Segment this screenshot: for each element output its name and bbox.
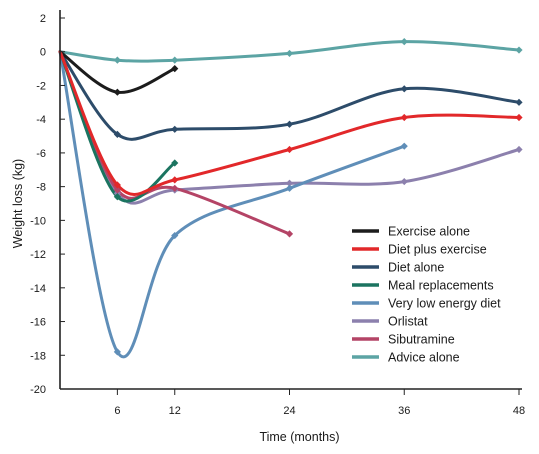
- y-tick-label: -20: [30, 384, 46, 396]
- series-lines: [58, 40, 521, 359]
- y-tick-label: -16: [30, 317, 46, 329]
- data-point-orlistat: [400, 177, 408, 186]
- data-point-diet-alone: [171, 125, 179, 133]
- x-tick-label: 12: [169, 405, 181, 417]
- data-point-diet-plus-exercise: [285, 145, 294, 154]
- y-tick-label: -10: [30, 215, 46, 227]
- data-point-meal-replacements: [113, 193, 121, 201]
- legend-label-sibutramine: Sibutramine: [388, 333, 455, 347]
- y-tick-label: -12: [30, 249, 46, 261]
- data-point-diet-alone: [285, 120, 294, 128]
- x-tick-label: 36: [398, 405, 410, 417]
- series-markers: [113, 38, 523, 356]
- y-tick-label: -2: [36, 80, 46, 92]
- series-line-diet-plus-exercise: [58, 50, 521, 196]
- x-tick-label: 6: [114, 405, 120, 417]
- data-point-diet-plus-exercise: [515, 113, 523, 122]
- x-tick-label: 24: [283, 405, 295, 417]
- x-tick-label: 48: [513, 405, 525, 417]
- y-tick-label: -4: [36, 114, 46, 126]
- x-axis-title: Time (months): [259, 430, 339, 444]
- data-point-exercise-alone: [113, 88, 121, 96]
- data-point-exercise-alone: [171, 64, 179, 73]
- data-point-diet-plus-exercise: [400, 113, 408, 122]
- legend-label-orlistat: Orlistat: [388, 315, 428, 329]
- data-point-sibutramine: [285, 230, 294, 238]
- y-tick-label: -6: [36, 148, 46, 160]
- data-point-orlistat: [515, 145, 523, 154]
- legend-label-diet-alone: Diet alone: [388, 261, 444, 275]
- legend-label-advice-alone: Advice alone: [388, 351, 460, 365]
- y-axis-title: Weight loss (kg): [11, 159, 25, 248]
- legend: Exercise alone Diet plus exercise Diet alo…: [352, 225, 501, 365]
- data-point-very-low-energy-diet: [285, 184, 294, 192]
- data-point-diet-alone: [400, 85, 408, 93]
- legend-label-diet-plus-exercise: Diet plus exercise: [388, 243, 487, 257]
- data-point-diet-alone: [515, 98, 523, 106]
- data-point-sibutramine: [113, 186, 121, 194]
- y-tick-label: -14: [30, 283, 46, 295]
- data-point-diet-alone: [113, 130, 121, 138]
- data-point-meal-replacements: [171, 159, 179, 167]
- data-point-orlistat: [285, 179, 294, 187]
- data-point-diet-plus-exercise: [171, 176, 179, 184]
- data-point-diet-plus-exercise: [113, 181, 121, 189]
- data-point-very-low-energy-diet: [113, 348, 121, 356]
- data-point-sibutramine: [171, 184, 179, 192]
- legend-label-exercise-alone: Exercise alone: [388, 225, 470, 239]
- y-tick-label: -18: [30, 350, 46, 362]
- data-point-advice-alone: [113, 56, 121, 64]
- data-point-very-low-energy-diet: [171, 231, 179, 240]
- legend-label-very-low-energy-diet: Very low energy diet: [388, 297, 501, 311]
- y-tick-label: 0: [40, 47, 46, 59]
- data-point-advice-alone: [400, 38, 408, 46]
- legend-label-meal-replacements: Meal replacements: [388, 279, 494, 293]
- y-tick-label: 2: [40, 13, 46, 25]
- series-line-meal-replacements: [58, 50, 177, 203]
- axes: 2 0 -2 -4 -6 -8 -10 -12 -14 -16 -18 -20 6 12 24 36 48: [30, 10, 525, 417]
- data-point-very-low-energy-diet: [400, 142, 408, 150]
- data-point-advice-alone: [171, 56, 179, 64]
- series-line-very-low-energy-diet: [58, 50, 406, 359]
- series-line-diet-alone: [58, 50, 521, 141]
- y-tick-label: -8: [36, 182, 46, 194]
- data-point-advice-alone: [515, 46, 523, 54]
- data-point-advice-alone: [285, 49, 294, 58]
